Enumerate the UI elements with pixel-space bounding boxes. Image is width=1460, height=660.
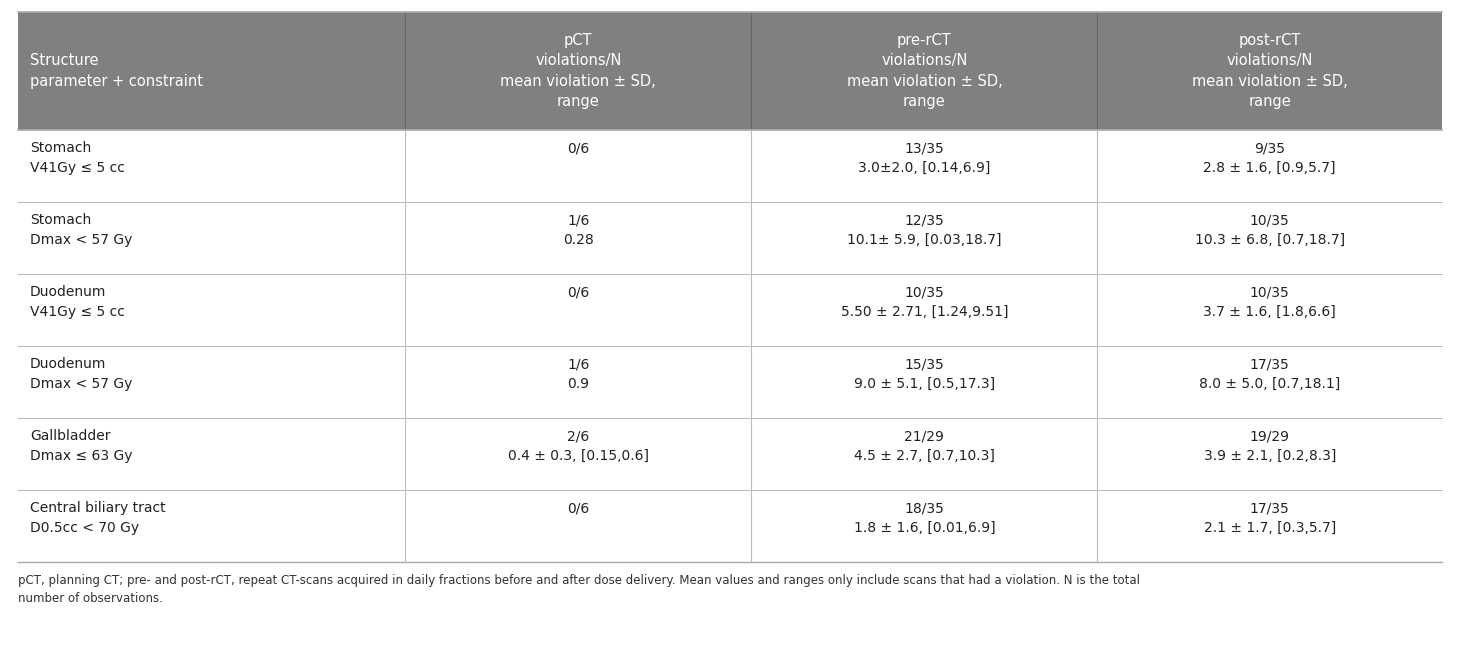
Bar	[752, 346, 1098, 418]
Text: 10/35
3.7 ± 1.6, [1.8,6.6]: 10/35 3.7 ± 1.6, [1.8,6.6]	[1203, 285, 1336, 319]
Text: 19/29
3.9 ± 2.1, [0.2,8.3]: 19/29 3.9 ± 2.1, [0.2,8.3]	[1203, 429, 1336, 463]
Bar	[1098, 274, 1442, 346]
Bar	[406, 418, 752, 490]
Text: pCT, planning CT; pre- and post-rCT, repeat CT-scans acquired in daily fractions: pCT, planning CT; pre- and post-rCT, rep…	[18, 574, 1140, 605]
Text: 2/6
0.4 ± 0.3, [0.15,0.6]: 2/6 0.4 ± 0.3, [0.15,0.6]	[508, 429, 648, 463]
Text: 10/35
5.50 ± 2.71, [1.24,9.51]: 10/35 5.50 ± 2.71, [1.24,9.51]	[841, 285, 1007, 319]
Bar	[18, 418, 406, 490]
Bar	[1098, 130, 1442, 202]
Text: Structure
parameter + constraint: Structure parameter + constraint	[31, 53, 203, 88]
Bar	[18, 274, 406, 346]
Bar	[752, 490, 1098, 562]
Text: 13/35
3.0±2.0, [0.14,6.9]: 13/35 3.0±2.0, [0.14,6.9]	[858, 141, 990, 175]
Text: 15/35
9.0 ± 5.1, [0.5,17.3]: 15/35 9.0 ± 5.1, [0.5,17.3]	[854, 357, 994, 391]
Bar	[1098, 418, 1442, 490]
Bar	[406, 490, 752, 562]
Bar	[406, 12, 752, 130]
Bar	[406, 130, 752, 202]
Text: 17/35
8.0 ± 5.0, [0.7,18.1]: 17/35 8.0 ± 5.0, [0.7,18.1]	[1199, 357, 1340, 391]
Text: Duodenum
Dmax < 57 Gy: Duodenum Dmax < 57 Gy	[31, 357, 133, 391]
Text: Gallbladder
Dmax ≤ 63 Gy: Gallbladder Dmax ≤ 63 Gy	[31, 429, 133, 463]
Bar	[18, 12, 406, 130]
Text: 1/6
0.28: 1/6 0.28	[564, 213, 594, 247]
Bar	[752, 130, 1098, 202]
Bar	[752, 202, 1098, 274]
Bar	[18, 346, 406, 418]
Text: 9/35
2.8 ± 1.6, [0.9,5.7]: 9/35 2.8 ± 1.6, [0.9,5.7]	[1203, 141, 1336, 175]
Bar	[18, 202, 406, 274]
Bar	[752, 418, 1098, 490]
Bar	[406, 274, 752, 346]
Bar	[752, 12, 1098, 130]
Bar	[18, 490, 406, 562]
Text: pCT
violations/N
mean violation ± SD,
range: pCT violations/N mean violation ± SD, ra…	[501, 33, 656, 109]
Text: pre-rCT
violations/N
mean violation ± SD,
range: pre-rCT violations/N mean violation ± SD…	[847, 33, 1002, 109]
Text: 10/35
10.3 ± 6.8, [0.7,18.7]: 10/35 10.3 ± 6.8, [0.7,18.7]	[1194, 213, 1345, 247]
Text: 12/35
10.1± 5.9, [0.03,18.7]: 12/35 10.1± 5.9, [0.03,18.7]	[847, 213, 1002, 247]
Bar	[1098, 346, 1442, 418]
Bar	[406, 202, 752, 274]
Text: Central biliary tract
D0.5cc < 70 Gy: Central biliary tract D0.5cc < 70 Gy	[31, 501, 165, 535]
Text: post-rCT
violations/N
mean violation ± SD,
range: post-rCT violations/N mean violation ± S…	[1191, 33, 1348, 109]
Text: 0/6: 0/6	[568, 501, 590, 515]
Text: Stomach
Dmax < 57 Gy: Stomach Dmax < 57 Gy	[31, 213, 133, 247]
Text: 18/35
1.8 ± 1.6, [0.01,6.9]: 18/35 1.8 ± 1.6, [0.01,6.9]	[854, 501, 996, 535]
Text: 17/35
2.1 ± 1.7, [0.3,5.7]: 17/35 2.1 ± 1.7, [0.3,5.7]	[1203, 501, 1336, 535]
Bar	[1098, 202, 1442, 274]
Text: 0/6: 0/6	[568, 141, 590, 155]
Text: 1/6
0.9: 1/6 0.9	[566, 357, 590, 391]
Text: 0/6: 0/6	[568, 285, 590, 299]
Bar	[18, 130, 406, 202]
Text: Stomach
V41Gy ≤ 5 cc: Stomach V41Gy ≤ 5 cc	[31, 141, 126, 175]
Text: 21/29
4.5 ± 2.7, [0.7,10.3]: 21/29 4.5 ± 2.7, [0.7,10.3]	[854, 429, 994, 463]
Bar	[1098, 12, 1442, 130]
Bar	[1098, 490, 1442, 562]
Bar	[752, 274, 1098, 346]
Bar	[406, 346, 752, 418]
Text: Duodenum
V41Gy ≤ 5 cc: Duodenum V41Gy ≤ 5 cc	[31, 285, 126, 319]
